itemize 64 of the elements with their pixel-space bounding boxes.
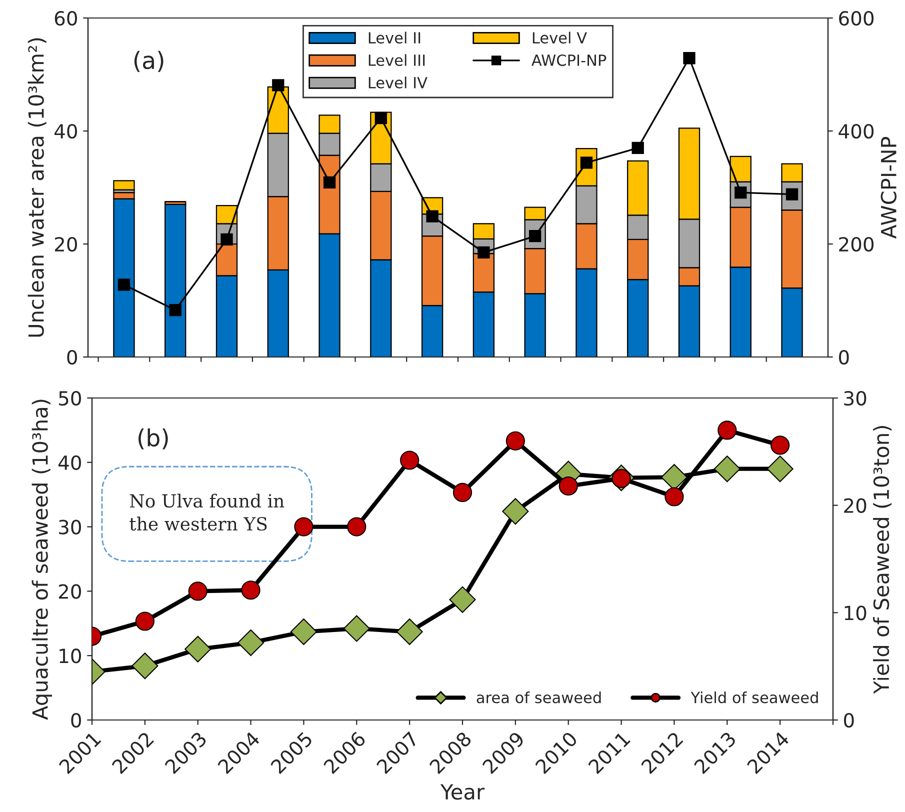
point [426,210,438,222]
bar [113,180,135,190]
annotation: No Ulva found in the western YS [130,494,284,531]
point [770,436,790,455]
point [400,450,420,470]
y-tick-label: 40 [58,455,81,470]
point [272,79,284,92]
point [766,456,794,482]
legend-label: area of seaweed [476,691,601,704]
legend-label: Yield of seaweed [690,691,818,704]
y-axis-title: Aquacultre of seaweed (10³ha) [32,400,52,720]
point [135,612,154,631]
y2-tick-label: 600 [839,10,874,26]
y-tick-label: 0 [67,350,77,365]
point [502,498,529,525]
y2-tick-label: 0 [844,712,854,728]
point [132,652,158,680]
point [238,629,264,656]
point [118,278,130,291]
point [718,420,737,440]
point [347,517,366,536]
legend-label: Level II [368,32,420,44]
y-tick-label: 60 [54,10,77,26]
y-tick-label: 40 [54,124,77,139]
y-axis-title: Unclean water area (10³km²) [28,38,46,337]
point [714,456,740,482]
point [188,582,208,601]
y2-axis-title: AWCPI-NP [880,136,897,239]
point [184,636,212,662]
point [290,618,317,646]
point [558,476,578,496]
annotation: (a) [134,50,164,72]
point [452,482,472,502]
y2-tick-label: 20 [844,498,866,513]
y-tick-label: 0 [71,712,81,728]
y2-tick-label: 0 [839,350,849,365]
point [241,580,260,600]
point [294,517,314,536]
y-tick-label: 50 [59,390,81,406]
annotation: (b) [138,428,168,450]
x-axis-title: Year [440,784,485,800]
point [323,176,336,188]
y2-tick-label: 10 [844,606,866,620]
legend-label: Level IV [368,76,428,88]
point [632,142,644,154]
point [506,431,525,450]
y2-axis-title: Yield of Seaweed (10³ton) [873,426,892,694]
point [396,618,423,646]
point [169,304,182,316]
y-tick-label: 20 [54,236,77,252]
y-tick-label: 30 [59,520,81,534]
point [343,615,370,642]
legend-label: Level III [368,54,425,66]
point [683,52,696,64]
y2-tick-label: 30 [844,390,866,406]
point [664,487,684,506]
legend-label: Level V [532,32,587,44]
y2-tick-label: 400 [838,124,874,139]
y-tick-label: 20 [58,584,81,599]
point [449,586,476,613]
y-tick-label: 10 [60,648,81,664]
y2-tick-label: 200 [839,236,874,252]
legend-label: AWCPI-NP [532,54,606,66]
point [374,112,387,124]
